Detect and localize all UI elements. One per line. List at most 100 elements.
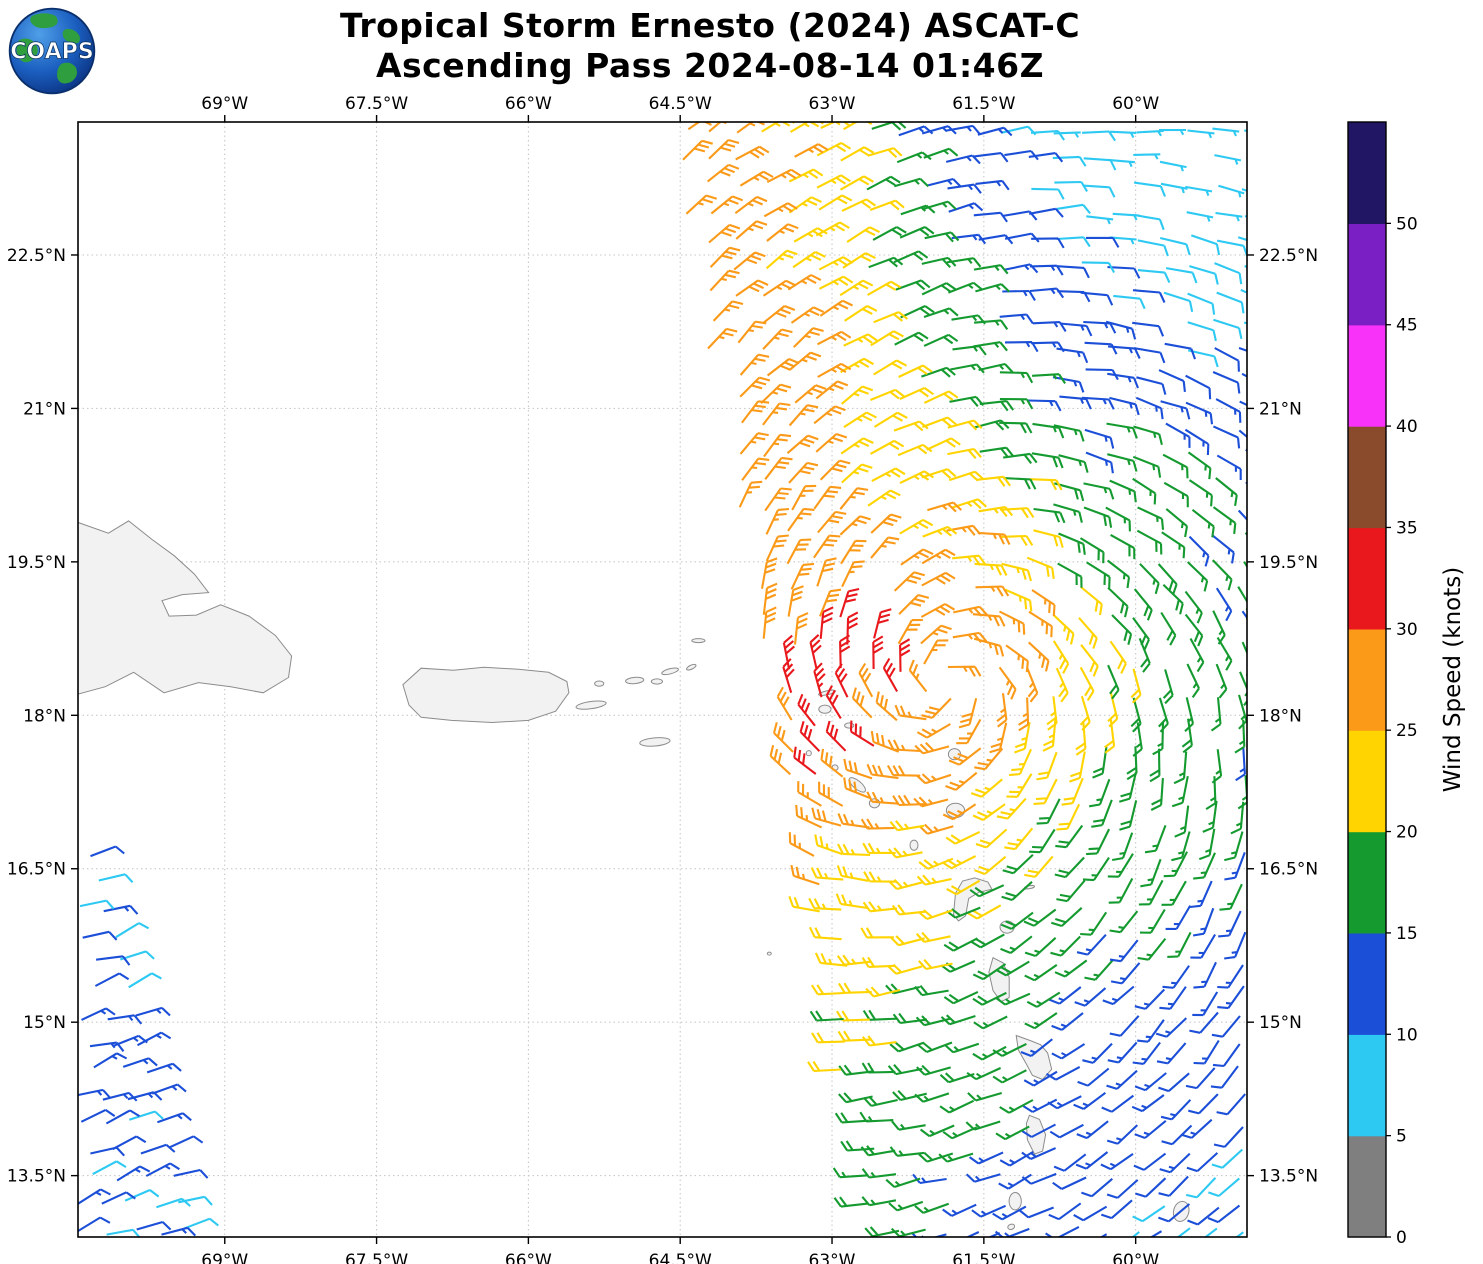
wind-barb (914, 742, 950, 755)
wind-barb (92, 1160, 127, 1176)
wind-barb (1212, 534, 1235, 564)
wind-barb (941, 855, 977, 870)
wind-barb (1079, 666, 1095, 702)
wind-barb (1036, 751, 1058, 781)
wind-barb (921, 282, 957, 296)
lon-tick-label-bottom: 60°W (1112, 1251, 1159, 1264)
lat-tick-label-left: 16.5°N (7, 860, 66, 880)
wind-barb (837, 1030, 872, 1042)
wind-barb (833, 1196, 868, 1208)
wind-barb (892, 794, 926, 807)
wind-barb (1180, 1118, 1213, 1139)
wind-barb (1022, 1098, 1058, 1113)
wind-barb (1030, 129, 1065, 141)
wind-barb (792, 251, 826, 269)
wind-barb (1055, 824, 1084, 849)
wind-barb (891, 904, 927, 916)
wind-barb (1217, 985, 1245, 1010)
wind-barb (866, 280, 902, 296)
wind-barb (992, 1042, 1027, 1057)
wind-barb (1161, 1124, 1193, 1146)
wind-barb (1187, 1206, 1220, 1226)
wind-barb (1061, 777, 1084, 806)
wind-barb (1138, 879, 1164, 906)
wind-barb (860, 818, 895, 830)
wind-barb (1137, 239, 1169, 257)
wind-barb (815, 380, 849, 400)
wind-barb (89, 1041, 125, 1052)
wind-barb (841, 385, 874, 405)
wind-barb (890, 935, 925, 947)
wind-barb (920, 603, 956, 618)
wind-barb (1133, 588, 1153, 621)
wind-barb (1004, 588, 1033, 612)
wind-barb (1033, 507, 1066, 524)
wind-barb (98, 873, 134, 884)
wind-barb (1237, 509, 1247, 521)
wind-barb (797, 693, 816, 727)
wind-barb (184, 1217, 219, 1230)
wind-barb (1002, 289, 1036, 301)
wind-barb (1024, 1012, 1058, 1030)
wind-barb (899, 386, 935, 400)
wind-barb (788, 461, 819, 484)
wind-barb (1078, 617, 1098, 649)
wind-barb (1134, 1072, 1167, 1092)
wind-barb (1082, 1042, 1113, 1064)
wind-barb (921, 125, 957, 135)
wind-barb (1106, 1179, 1139, 1199)
wind-barb (1137, 937, 1167, 961)
wind-barb (1036, 798, 1061, 825)
wind-barb (1118, 772, 1137, 803)
wind-barb (78, 1088, 112, 1099)
wind-barb (1107, 453, 1138, 472)
wind-barb (916, 773, 952, 785)
wind-barb (1027, 641, 1050, 672)
wind-barb (967, 904, 1002, 920)
wind-barb (1162, 669, 1174, 705)
wind-barb (90, 1146, 125, 1157)
wind-barb (146, 1062, 182, 1074)
wind-barb (809, 634, 822, 669)
wind-barb (1157, 563, 1178, 595)
wind-barb (926, 177, 962, 188)
wind-barb (945, 830, 981, 845)
wind-barb (1109, 479, 1137, 503)
wind-barb (973, 637, 1005, 657)
wind-barb (1150, 778, 1164, 811)
wind-barb (1211, 1015, 1241, 1038)
wind-barb (135, 1006, 171, 1017)
wind-barb (82, 930, 118, 941)
wind-barb (1187, 292, 1216, 315)
wind-barb (1058, 454, 1089, 473)
wind-barb (887, 739, 921, 753)
wind-barb (1159, 1152, 1191, 1174)
wind-barb (1029, 264, 1064, 276)
wind-barb (818, 781, 844, 807)
wind-barb (1240, 288, 1247, 294)
wind-barb (793, 612, 809, 645)
wind-barb (918, 959, 953, 971)
wind-barb (1167, 931, 1192, 958)
wind-barb (1134, 1119, 1167, 1139)
wind-barb (1185, 401, 1214, 425)
wind-barb (834, 663, 849, 698)
wind-barb (1053, 503, 1083, 523)
wind-barb (1184, 428, 1210, 456)
wind-barb (1165, 267, 1198, 284)
wind-barb (1133, 425, 1163, 446)
wind-barb (1020, 1038, 1053, 1057)
wind-barb (1152, 721, 1165, 756)
wind-barb (706, 163, 740, 183)
wind-barb (861, 1035, 897, 1047)
colorbar-tick-label: 0 (1396, 1228, 1407, 1248)
wind-barb (761, 122, 795, 133)
wind-barb (1137, 506, 1165, 530)
wind-barb (1136, 529, 1163, 555)
wind-barb (1092, 746, 1108, 779)
wind-barb (137, 1031, 172, 1047)
wind-barb (776, 686, 793, 721)
island (805, 750, 812, 757)
wind-barb (995, 1125, 1030, 1141)
wind-barb (787, 507, 815, 532)
